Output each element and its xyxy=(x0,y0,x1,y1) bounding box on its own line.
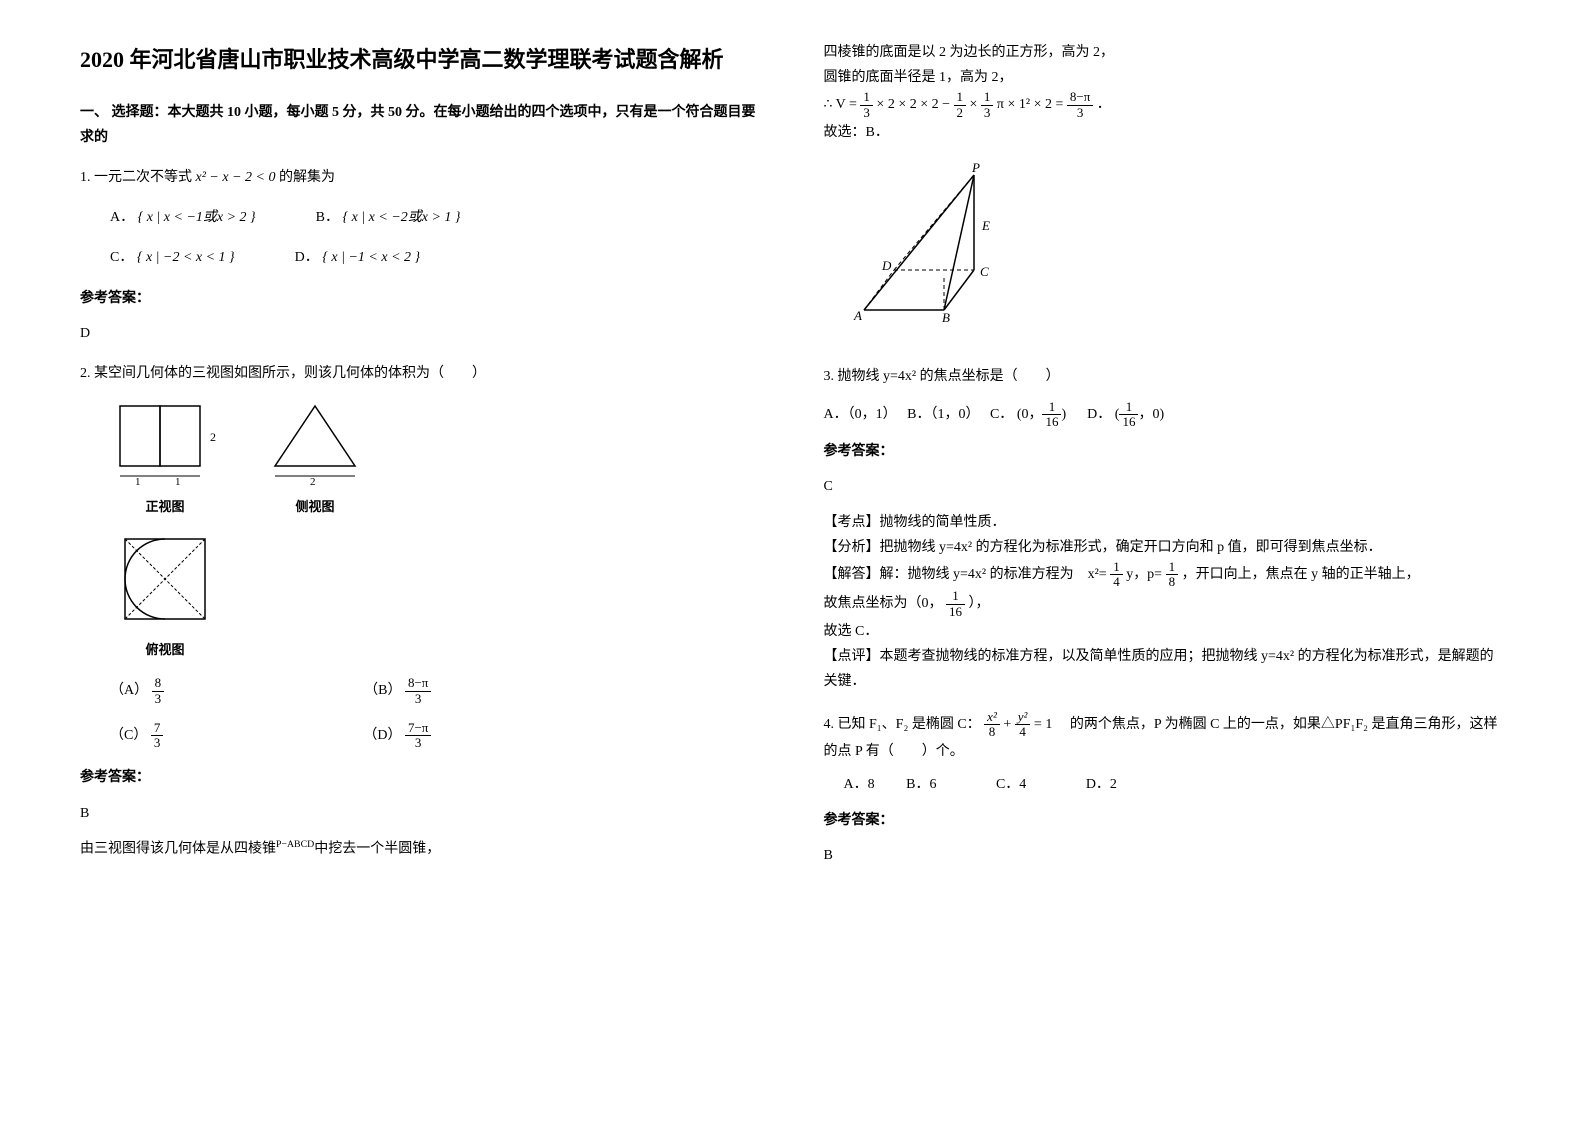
q3-jieda-3: 故选 C． xyxy=(824,619,1508,644)
q4-opt-b: B．6 xyxy=(906,777,936,792)
svg-text:A: A xyxy=(853,308,862,323)
svg-text:1: 1 xyxy=(135,476,141,486)
q3-dianping: 【点评】本题考查抛物线的标准方程，以及简单性质的应用；把抛物线 y=4x² 的方… xyxy=(824,644,1508,694)
right-column: 四棱锥的底面是以 2 为边长的正方形，高为 2， 圆锥的底面半径是 1，高为 2… xyxy=(824,40,1508,883)
q1-opt-a: A． { x | x < −1或x > 2 } xyxy=(110,205,256,230)
q4-stem: 4. 已知 F₁、F₂ 是椭圆 C： x²8 + y²4 = 1 的两个焦点，P… xyxy=(824,710,1508,765)
q2-volume-formula: ∴ V = 13 × 2 × 2 × 2 − 12 × 13 π × 1² × … xyxy=(824,90,1508,120)
exam-title: 2020 年河北省唐山市职业技术高级中学高二数学理联考试题含解析 xyxy=(80,40,764,80)
svg-text:P: P xyxy=(971,160,980,175)
q1-stem-post: 的解集为 xyxy=(279,170,335,185)
svg-text:D: D xyxy=(881,258,892,273)
q2-opt-b: （B） 8−π3 xyxy=(364,676,431,706)
q4-opt-a: A．8 xyxy=(844,777,875,792)
q2-ref-label: 参考答案： xyxy=(80,765,764,790)
question-2: 2. 某空间几何体的三视图如图所示，则该几何体的体积为（ ） 2 1 1 xyxy=(80,361,764,862)
q3-opt-a: A．（0，1） xyxy=(824,407,890,422)
q2-conclusion: 故选：B． xyxy=(824,120,1508,145)
q2-opt-a: （A） 83 xyxy=(110,676,164,706)
q3-ref-label: 参考答案： xyxy=(824,439,1508,464)
q3-opt-d: D． (116，0) xyxy=(1087,407,1164,422)
q3-opt-b: B．（1，0） xyxy=(907,407,972,422)
q2-expl-cont-1: 四棱锥的底面是以 2 为边长的正方形，高为 2， xyxy=(824,40,1508,65)
question-4: 4. 已知 F₁、F₂ 是椭圆 C： x²8 + y²4 = 1 的两个焦点，P… xyxy=(824,710,1508,868)
q3-jieda-2: 故焦点坐标为（0， 116 ）， xyxy=(824,589,1508,619)
side-view-label: 侧视图 xyxy=(260,495,370,518)
q2-three-views: 2 1 1 正视图 2 侧 xyxy=(110,396,764,661)
q2-opt-c: （C） 73 xyxy=(110,721,163,751)
q1-opt-c: C． { x | −2 < x < 1 } xyxy=(110,245,235,270)
side-view-icon: 2 xyxy=(260,396,370,486)
q4-ref-label: 参考答案： xyxy=(824,808,1508,833)
question-1: 1. 一元二次不等式 x² − x − 2 < 0 的解集为 A． { x | … xyxy=(80,165,764,346)
svg-text:2: 2 xyxy=(210,430,216,444)
side-view-figure: 2 侧视图 xyxy=(260,396,370,519)
q1-opt-d: D． { x | −1 < x < 2 } xyxy=(295,245,420,270)
top-view-icon xyxy=(110,529,220,629)
front-view-icon: 2 1 1 xyxy=(110,396,220,486)
svg-text:C: C xyxy=(980,264,989,279)
q2-answer: B xyxy=(80,801,764,826)
svg-text:2: 2 xyxy=(310,476,316,486)
left-column: 2020 年河北省唐山市职业技术高级中学高二数学理联考试题含解析 一、 选择题：… xyxy=(80,40,764,883)
q2-opt-d: （D） 7−π3 xyxy=(363,721,431,751)
section-1-heading: 一、 选择题：本大题共 10 小题，每小题 5 分，共 50 分。在每小题给出的… xyxy=(80,100,764,150)
q1-opt-b: B． { x | x < −2或x > 1 } xyxy=(316,205,461,230)
q1-expr: x² − x − 2 < 0 xyxy=(196,170,276,185)
q1-answer: D xyxy=(80,321,764,346)
q4-options: A．8 B．6 C．4 D．2 xyxy=(844,772,1508,797)
pyramid-icon: P E D C A B xyxy=(844,160,1024,330)
question-3: 3. 抛物线 y=4x² 的焦点坐标是（ ） A．（0，1） B．（1，0） C… xyxy=(824,364,1508,694)
q1-ref-label: 参考答案： xyxy=(80,286,764,311)
q3-opt-c: C． (0，116) xyxy=(990,407,1070,422)
svg-text:1: 1 xyxy=(175,476,181,486)
q3-answer: C xyxy=(824,474,1508,499)
front-view-figure: 2 1 1 正视图 xyxy=(110,396,220,519)
q1-stem-pre: 1. 一元二次不等式 xyxy=(80,170,192,185)
top-view-figure: 俯视图 xyxy=(110,529,220,662)
q2-explanation: 由三视图得该几何体是从四棱锥P−ABCD中挖去一个半圆锥， xyxy=(80,836,764,862)
q4-opt-d: D．2 xyxy=(1086,777,1117,792)
q4-opt-c: C．4 xyxy=(996,777,1026,792)
q2-stem: 2. 某空间几何体的三视图如图所示，则该几何体的体积为（ ） xyxy=(80,361,764,386)
q3-jieda-1: 【解答】解：抛物线 y=4x² 的标准方程为 x²= 14 y，p= 18 ，开… xyxy=(824,560,1508,590)
q2-expl-cont-2: 圆锥的底面半径是 1，高为 2， xyxy=(824,65,1508,90)
q3-options: A．（0，1） B．（1，0） C． (0，116) D． (116，0) xyxy=(824,400,1508,430)
pyramid-figure: P E D C A B xyxy=(844,160,1508,339)
q4-answer: B xyxy=(824,843,1508,868)
svg-text:E: E xyxy=(981,218,990,233)
front-view-label: 正视图 xyxy=(110,495,220,518)
q3-fenxi: 【分析】把抛物线 y=4x² 的方程化为标准形式，确定开口方向和 p 值，即可得… xyxy=(824,535,1508,560)
q3-stem: 3. 抛物线 y=4x² 的焦点坐标是（ ） xyxy=(824,364,1508,389)
q3-kaodian: 【考点】抛物线的简单性质． xyxy=(824,510,1508,535)
top-view-label: 俯视图 xyxy=(110,638,220,661)
svg-text:B: B xyxy=(942,310,950,325)
